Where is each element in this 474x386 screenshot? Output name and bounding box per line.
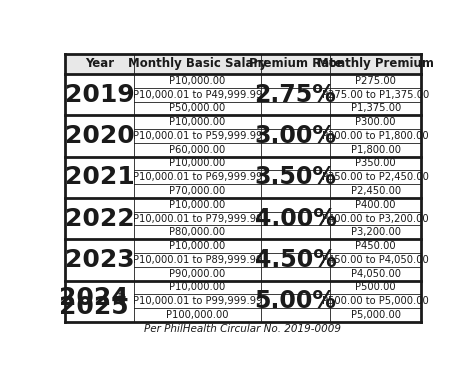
Text: P275.00: P275.00: [355, 76, 396, 86]
Text: 5.00%: 5.00%: [255, 289, 337, 313]
Text: P80,000.00: P80,000.00: [169, 227, 226, 237]
Text: 2022: 2022: [64, 207, 134, 230]
Text: Monthly Premium: Monthly Premium: [317, 58, 434, 70]
Text: 2020: 2020: [64, 124, 134, 148]
Text: P10,000.01 to P89,999.99: P10,000.01 to P89,999.99: [133, 255, 262, 265]
Text: P10,000.00: P10,000.00: [169, 283, 226, 293]
Text: P450.00 to P4,050.00: P450.00 to P4,050.00: [322, 255, 429, 265]
Text: Premium Rate: Premium Rate: [248, 58, 342, 70]
Text: P70,000.00: P70,000.00: [169, 186, 226, 196]
Text: P90,000.00: P90,000.00: [169, 269, 226, 279]
Text: P2,450.00: P2,450.00: [351, 186, 401, 196]
Bar: [65, 281, 421, 322]
Bar: [65, 239, 421, 281]
Text: P10,000.00: P10,000.00: [169, 159, 226, 168]
Text: Monthly Basic Salary: Monthly Basic Salary: [128, 58, 267, 70]
Bar: [65, 198, 421, 239]
Text: P60,000.00: P60,000.00: [169, 145, 226, 155]
Text: 4.50%: 4.50%: [255, 248, 337, 272]
Text: P100,000.00: P100,000.00: [166, 310, 229, 320]
Text: P10,000.01 to P99,999.99: P10,000.01 to P99,999.99: [133, 296, 262, 306]
Text: P3,200.00: P3,200.00: [351, 227, 401, 237]
Bar: [65, 115, 421, 157]
Text: 2025: 2025: [59, 295, 129, 319]
Text: P4,050.00: P4,050.00: [351, 269, 401, 279]
Text: P300.00: P300.00: [356, 117, 396, 127]
Text: P10,000.00: P10,000.00: [169, 76, 226, 86]
Text: 2.75%: 2.75%: [255, 83, 337, 107]
Text: 3.50%: 3.50%: [255, 165, 337, 189]
Text: P1,800.00: P1,800.00: [351, 145, 401, 155]
Text: 2023: 2023: [64, 248, 134, 272]
Text: P500.00: P500.00: [356, 283, 396, 293]
Text: Per PhilHealth Circular No. 2019-0009: Per PhilHealth Circular No. 2019-0009: [145, 324, 341, 334]
Text: P10,000.00: P10,000.00: [169, 241, 226, 251]
Text: P450.00: P450.00: [356, 241, 396, 251]
Text: 2019: 2019: [64, 83, 134, 107]
Text: to: to: [118, 291, 126, 300]
Bar: [65, 54, 421, 74]
Bar: [65, 74, 421, 115]
Text: P10,000.01 to P49,999.99: P10,000.01 to P49,999.99: [133, 90, 262, 100]
Text: 3.00%: 3.00%: [255, 124, 337, 148]
Text: P400.00: P400.00: [356, 200, 396, 210]
Text: P5,000.00: P5,000.00: [351, 310, 401, 320]
Text: P300.00 to P1,800.00: P300.00 to P1,800.00: [322, 131, 429, 141]
Text: 4.00%: 4.00%: [255, 207, 337, 230]
Text: P500.00 to P5,000.00: P500.00 to P5,000.00: [322, 296, 429, 306]
Text: 2021: 2021: [64, 165, 134, 189]
Text: P350.00 to P2,450.00: P350.00 to P2,450.00: [322, 172, 429, 182]
Bar: [65, 157, 421, 198]
Text: P10,000.01 to P79,999.99: P10,000.01 to P79,999.99: [133, 213, 262, 223]
Text: P1,375.00: P1,375.00: [351, 103, 401, 113]
Text: P10,000.01 to P69,999.99: P10,000.01 to P69,999.99: [133, 172, 262, 182]
Text: P400.00 to P3,200.00: P400.00 to P3,200.00: [322, 213, 429, 223]
Text: P10,000.01 to P59,999.99: P10,000.01 to P59,999.99: [133, 131, 262, 141]
Text: P10,000.00: P10,000.00: [169, 200, 226, 210]
Text: P275.00 to P1,375.00: P275.00 to P1,375.00: [322, 90, 429, 100]
Text: P50,000.00: P50,000.00: [169, 103, 226, 113]
Text: P350.00: P350.00: [356, 159, 396, 168]
Text: 2024: 2024: [59, 286, 129, 310]
Text: Year: Year: [85, 58, 114, 70]
Text: P10,000.00: P10,000.00: [169, 117, 226, 127]
